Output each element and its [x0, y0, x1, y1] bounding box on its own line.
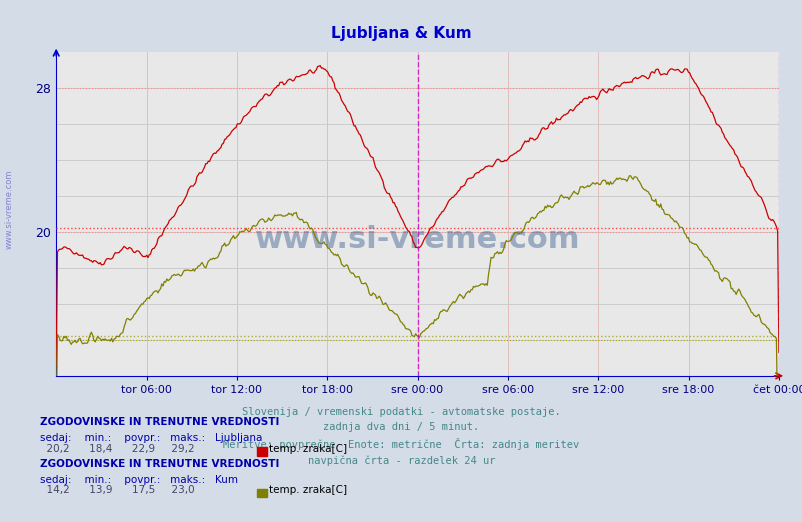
Text: 20,2      18,4      22,9     29,2: 20,2 18,4 22,9 29,2 — [40, 444, 195, 454]
Text: ZGODOVINSKE IN TRENUTNE VREDNOSTI: ZGODOVINSKE IN TRENUTNE VREDNOSTI — [40, 418, 279, 428]
Text: temp. zraka[C]: temp. zraka[C] — [269, 444, 346, 454]
Text: temp. zraka[C]: temp. zraka[C] — [269, 485, 346, 495]
Text: ZGODOVINSKE IN TRENUTNE VREDNOSTI: ZGODOVINSKE IN TRENUTNE VREDNOSTI — [40, 459, 279, 469]
Text: sedaj:    min.:    povpr.:   maks.:   Ljubljana: sedaj: min.: povpr.: maks.: Ljubljana — [40, 433, 262, 443]
Text: www.si-vreme.com: www.si-vreme.com — [5, 169, 14, 248]
Text: www.si-vreme.com: www.si-vreme.com — [254, 226, 580, 254]
Text: 14,2      13,9      17,5     23,0: 14,2 13,9 17,5 23,0 — [40, 485, 195, 495]
Text: sedaj:    min.:    povpr.:   maks.:   Kum: sedaj: min.: povpr.: maks.: Kum — [40, 475, 238, 485]
Text: Slovenija / vremenski podatki - avtomatske postaje.
zadnja dva dni / 5 minut.
Me: Slovenija / vremenski podatki - avtomats… — [223, 407, 579, 466]
Text: Ljubljana & Kum: Ljubljana & Kum — [330, 27, 472, 41]
